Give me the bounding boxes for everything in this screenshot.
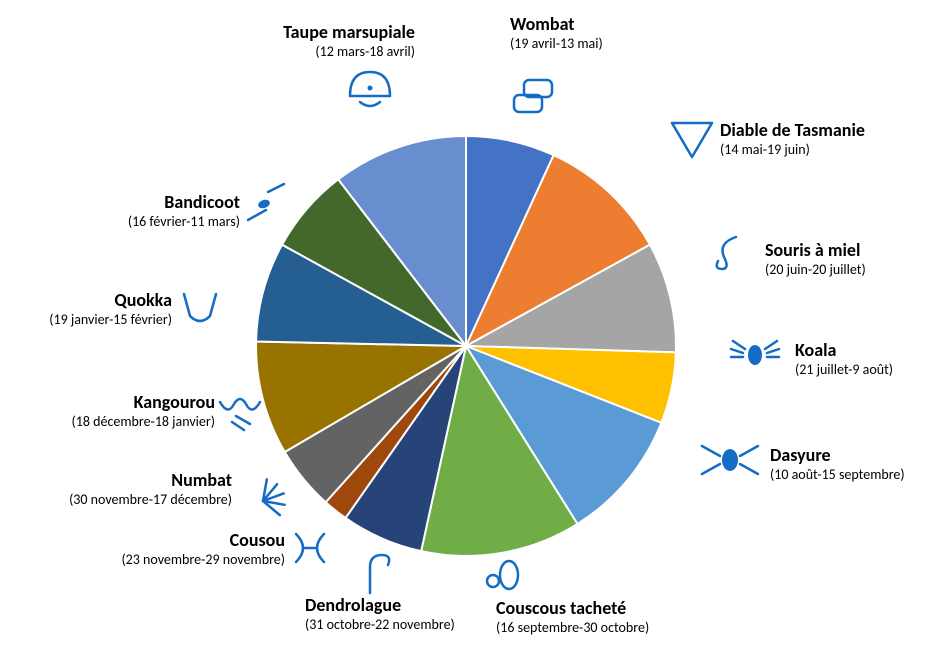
- slice-name: Dasyure: [770, 445, 905, 467]
- slice-label: Diable de Tasmanie(14 mai-19 juin): [720, 120, 865, 158]
- dasyure-icon: [702, 446, 758, 474]
- cousou-icon: [296, 534, 324, 562]
- bandicoot-icon: [248, 184, 284, 220]
- slice-name: Wombat: [510, 14, 603, 36]
- slice-label: Dendrolague(31 octobre-22 novembre): [305, 595, 455, 633]
- slice-dates: (31 octobre-22 novembre): [305, 617, 455, 634]
- slice-label: Souris à miel(20 juin-20 juillet): [765, 240, 866, 278]
- slice-dates: (16 février-11 mars): [128, 214, 240, 231]
- slice-dates: (20 juin-20 juillet): [765, 262, 866, 279]
- slice-name: Dendrolague: [305, 595, 455, 617]
- marsupial-mole-icon: [350, 72, 390, 106]
- slice-name: Couscous tacheté: [496, 598, 649, 620]
- koala-icon: [731, 341, 779, 365]
- slice-label: Wombat(19 avril-13 mai): [510, 14, 603, 52]
- tree-kangaroo-icon: [370, 555, 389, 593]
- tasmanian-devil-icon: [672, 123, 712, 157]
- slice-dates: (19 janvier-15 février): [49, 312, 172, 329]
- slice-dates: (23 novembre-29 novembre): [121, 552, 285, 569]
- slice-name: Cousou: [121, 530, 285, 552]
- slice-label: Numbat(30 novembre-17 décembre): [69, 470, 232, 508]
- slice-dates: (19 avril-13 mai): [510, 36, 603, 53]
- quokka-icon: [184, 294, 216, 321]
- pie-slices: [256, 136, 676, 556]
- slice-name: Quokka: [49, 290, 172, 312]
- slice-label: Koala(21 juillet-9 août): [795, 340, 893, 378]
- wombat-icon: [514, 80, 552, 112]
- honey-mouse-icon: [717, 237, 736, 269]
- slice-name: Taupe marsupiale: [283, 22, 415, 44]
- slice-dates: (14 mai-19 juin): [720, 142, 865, 159]
- slice-label: Taupe marsupiale(12 mars-18 avril): [283, 22, 415, 60]
- slice-dates: (18 décembre-18 janvier): [72, 414, 215, 431]
- slice-label: Bandicoot(16 février-11 mars): [128, 192, 240, 230]
- slice-label: Couscous tacheté(16 septembre-30 octobre…: [496, 598, 649, 636]
- slice-name: Diable de Tasmanie: [720, 120, 865, 142]
- slice-name: Koala: [795, 340, 893, 362]
- slice-label: Quokka(19 janvier-15 février): [49, 290, 172, 328]
- slice-label: Cousou(23 novembre-29 novembre): [121, 530, 285, 568]
- slice-label: Kangourou(18 décembre-18 janvier): [72, 392, 215, 430]
- numbat-icon: [263, 479, 285, 515]
- spotted-cuscus-icon: [487, 561, 518, 589]
- slice-dates: (12 mars-18 avril): [283, 44, 415, 61]
- slice-label: Dasyure(10 août-15 septembre): [770, 445, 905, 483]
- slice-name: Kangourou: [72, 392, 215, 414]
- slice-dates: (10 août-15 septembre): [770, 467, 905, 484]
- slice-name: Bandicoot: [128, 192, 240, 214]
- slice-dates: (16 septembre-30 octobre): [496, 620, 649, 637]
- slice-dates: (30 novembre-17 décembre): [69, 492, 232, 509]
- slice-name: Numbat: [69, 470, 232, 492]
- kangaroo-icon: [220, 399, 260, 430]
- slice-dates: (21 juillet-9 août): [795, 362, 893, 379]
- slice-name: Souris à miel: [765, 240, 866, 262]
